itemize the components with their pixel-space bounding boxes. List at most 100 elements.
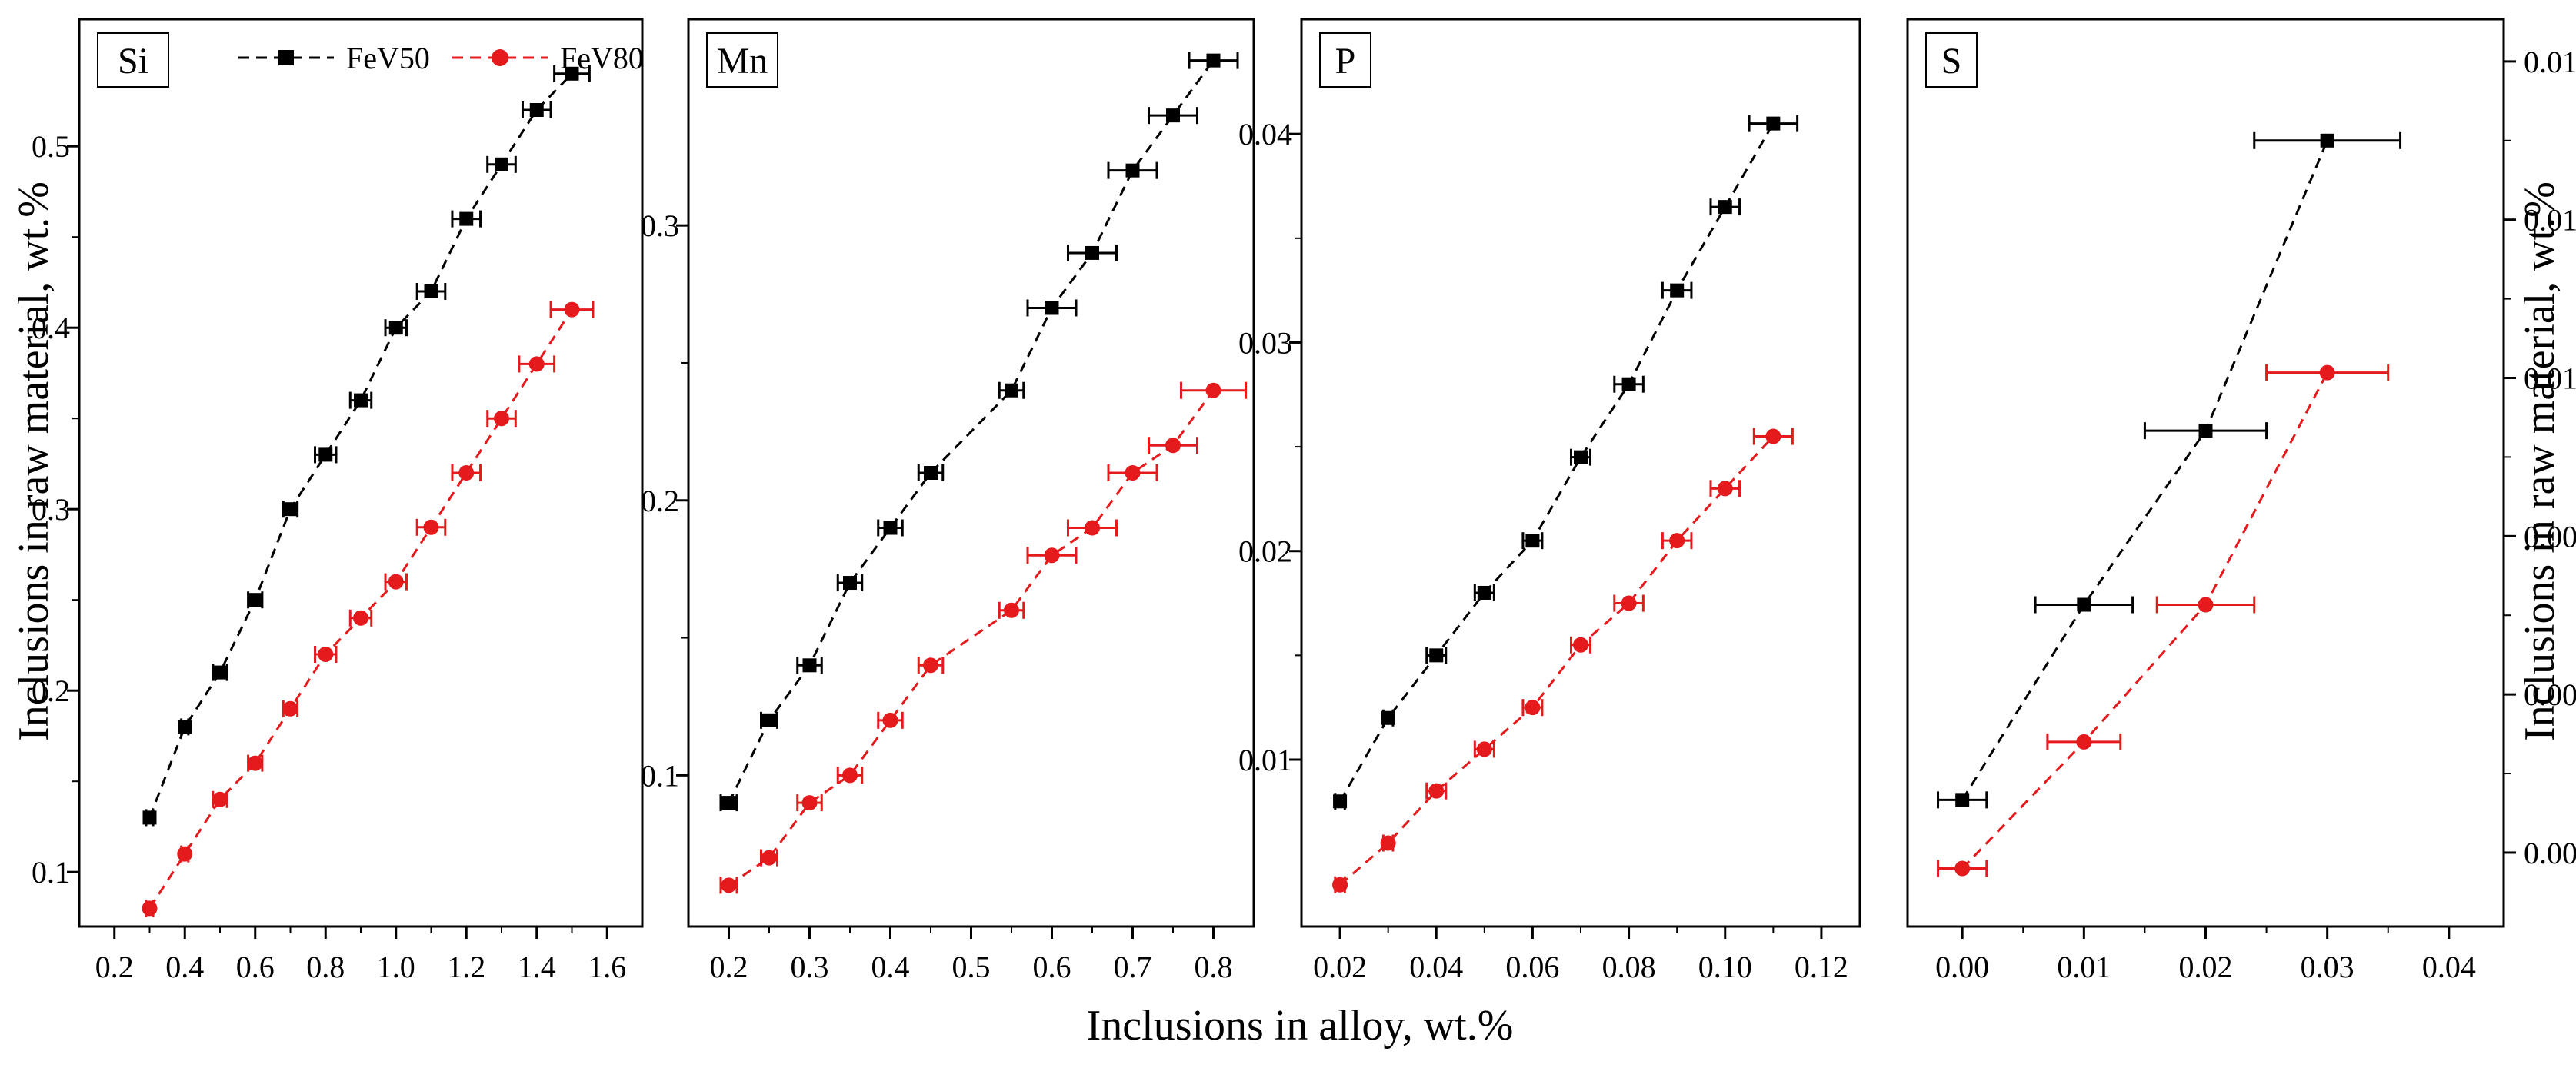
y-tick-label-si: 0.1: [32, 855, 70, 890]
data-point-fev80-mn: [1165, 438, 1181, 454]
x-tick-label-mn: 0.2: [710, 950, 748, 984]
data-point-fev50-mn: [1085, 245, 1099, 260]
x-tick-label-si: 1.2: [447, 950, 485, 984]
legend-item-fev50: FeV50: [238, 41, 430, 75]
x-tick-label-mn: 0.5: [952, 950, 991, 984]
y-tick-label-mn: 0.3: [641, 208, 679, 243]
data-point-fev50-mn: [1206, 53, 1221, 68]
y-axis-title-right: Inclusions in raw material, wt.%: [2516, 181, 2564, 741]
y-tick-label-s: 0.006: [2524, 677, 2576, 712]
y-tick-label-si: 0.5: [32, 129, 70, 164]
series-line-fev80-p: [1339, 435, 1775, 886]
data-point-fev80-si: [353, 610, 368, 626]
panel-tag-mn: Mn: [717, 41, 768, 82]
x-tick-label-s: 0.02: [2179, 950, 2233, 984]
data-point-fev50-si: [248, 593, 262, 607]
data-point-fev80-p: [1573, 637, 1588, 653]
y-tick-label-si: 0.4: [32, 311, 70, 345]
data-point-fev50-mn: [1045, 301, 1059, 315]
y-tick-label-p: 0.02: [1238, 534, 1292, 569]
legend-label-fev50: FeV50: [346, 41, 430, 75]
data-point-fev50-p: [1574, 450, 1588, 464]
x-tick-label-p: 0.02: [1313, 950, 1367, 984]
series-line-fev50-s: [1961, 140, 2329, 801]
data-point-fev50-mn: [762, 713, 776, 727]
data-point-fev80-p: [1380, 835, 1396, 851]
legend: FeV50 FeV80: [238, 41, 644, 75]
data-point-fev80-mn: [923, 657, 938, 674]
panel-tag-p: P: [1335, 41, 1356, 82]
x-tick-label-p: 0.12: [1795, 950, 1848, 984]
data-point-fev80-mn: [1085, 520, 1100, 536]
y-tick-label-s: 0.003: [2524, 836, 2576, 870]
x-tick-label-si: 0.6: [236, 950, 275, 984]
data-point-fev80-s: [2198, 597, 2214, 613]
data-point-fev80-p: [1476, 741, 1492, 757]
panel-mn: 0.2 0.3 0.4 0.5 0.6 0.7 0.8 0.1 0.2 0.3 Mn: [641, 18, 1255, 984]
data-point-fev50-si: [354, 393, 368, 408]
data-point-fev50-si: [424, 284, 438, 298]
data-point-fev50-mn: [1005, 383, 1018, 398]
data-point-fev50-si: [459, 211, 474, 226]
x-tick-label-s: 0.03: [2301, 950, 2354, 984]
data-point-fev50-si: [388, 321, 403, 335]
data-point-fev80-si: [318, 647, 334, 662]
y-tick-label-s: 0.012: [2524, 361, 2576, 396]
x-tick-label-si: 0.4: [165, 950, 204, 984]
panel-tag-si: Si: [118, 41, 148, 82]
legend-item-fev80: FeV80: [452, 41, 644, 75]
y-tick-label-s: 0.009: [2524, 519, 2576, 554]
data-point-fev50-si: [318, 447, 333, 462]
data-point-fev50-p: [1718, 200, 1732, 215]
panel-si: 0.2 0.4 0.6 0.8 1.0 1.2 1.4 1.6 0.1 0.2 0.3 0.4 0.5 S…: [32, 18, 644, 984]
data-point-fev80-si: [388, 574, 404, 590]
panel-frame-si: [78, 18, 644, 928]
panel-s: 0.00 0.01 0.02 0.03 0.04 0.003 0.006 0.009 0.012…: [1906, 18, 2576, 984]
x-tick-label-si: 1.4: [518, 950, 556, 984]
panels-layer: 0.2 0.4 0.6 0.8 1.0 1.2 1.4 1.6 0.1 0.2 0.3 0.4 0.5 S…: [32, 18, 2576, 984]
x-tick-label-s: 0.04: [2422, 950, 2476, 984]
panel-frame-s: [1906, 18, 2505, 928]
series-line-fev80-mn: [728, 389, 1215, 887]
data-point-fev50-mn: [1166, 108, 1180, 123]
data-point-fev80-p: [1525, 700, 1541, 716]
x-tick-label-mn: 0.7: [1114, 950, 1152, 984]
panel-tag-box-mn: [706, 32, 778, 88]
data-point-fev80-si: [282, 700, 298, 717]
x-axis-title: Inclusions in alloy, wt.%: [1087, 1002, 1514, 1050]
legend-label-fev80: FeV80: [560, 41, 644, 75]
data-point-fev50-s: [2320, 133, 2334, 148]
data-point-fev80-mn: [721, 877, 737, 893]
x-tick-label-s: 0.00: [1935, 950, 1989, 984]
y-tick-label-si: 0.2: [32, 674, 70, 708]
data-point-fev50-mn: [802, 658, 817, 673]
data-point-fev50-s: [2198, 424, 2213, 438]
data-point-fev80-si: [528, 356, 545, 372]
legend-marker-fev50: [278, 50, 294, 65]
y-tick-label-mn: 0.2: [641, 484, 679, 518]
x-tick-label-si: 0.2: [95, 950, 134, 984]
data-point-fev80-s: [1954, 860, 1971, 877]
y-tick-label-si: 0.3: [32, 492, 70, 527]
x-tick-label-mn: 0.8: [1195, 950, 1233, 984]
data-point-fev50-mn: [883, 521, 898, 535]
x-tick-label-si: 1.6: [588, 950, 626, 984]
data-point-fev50-si: [495, 157, 508, 171]
data-point-fev50-p: [1766, 116, 1781, 131]
y-tick-label-p: 0.04: [1238, 117, 1292, 151]
data-point-fev80-mn: [882, 712, 898, 728]
data-point-fev50-si: [142, 810, 157, 825]
data-point-fev80-mn: [1044, 547, 1060, 564]
x-tick-label-s: 0.01: [2057, 950, 2111, 984]
y-axis-title-left: Inclusions in raw material, wt.%: [10, 181, 58, 741]
data-point-fev80-mn: [842, 767, 858, 784]
data-point-fev80-si: [494, 411, 509, 427]
x-tick-label-p: 0.10: [1698, 950, 1752, 984]
data-point-fev50-p: [1333, 794, 1348, 809]
data-point-fev80-si: [177, 846, 193, 862]
data-point-fev50-p: [1670, 283, 1685, 298]
data-point-fev50-p: [1621, 377, 1636, 391]
data-point-fev80-mn: [1125, 465, 1141, 481]
x-tick-label-p: 0.08: [1602, 950, 1656, 984]
